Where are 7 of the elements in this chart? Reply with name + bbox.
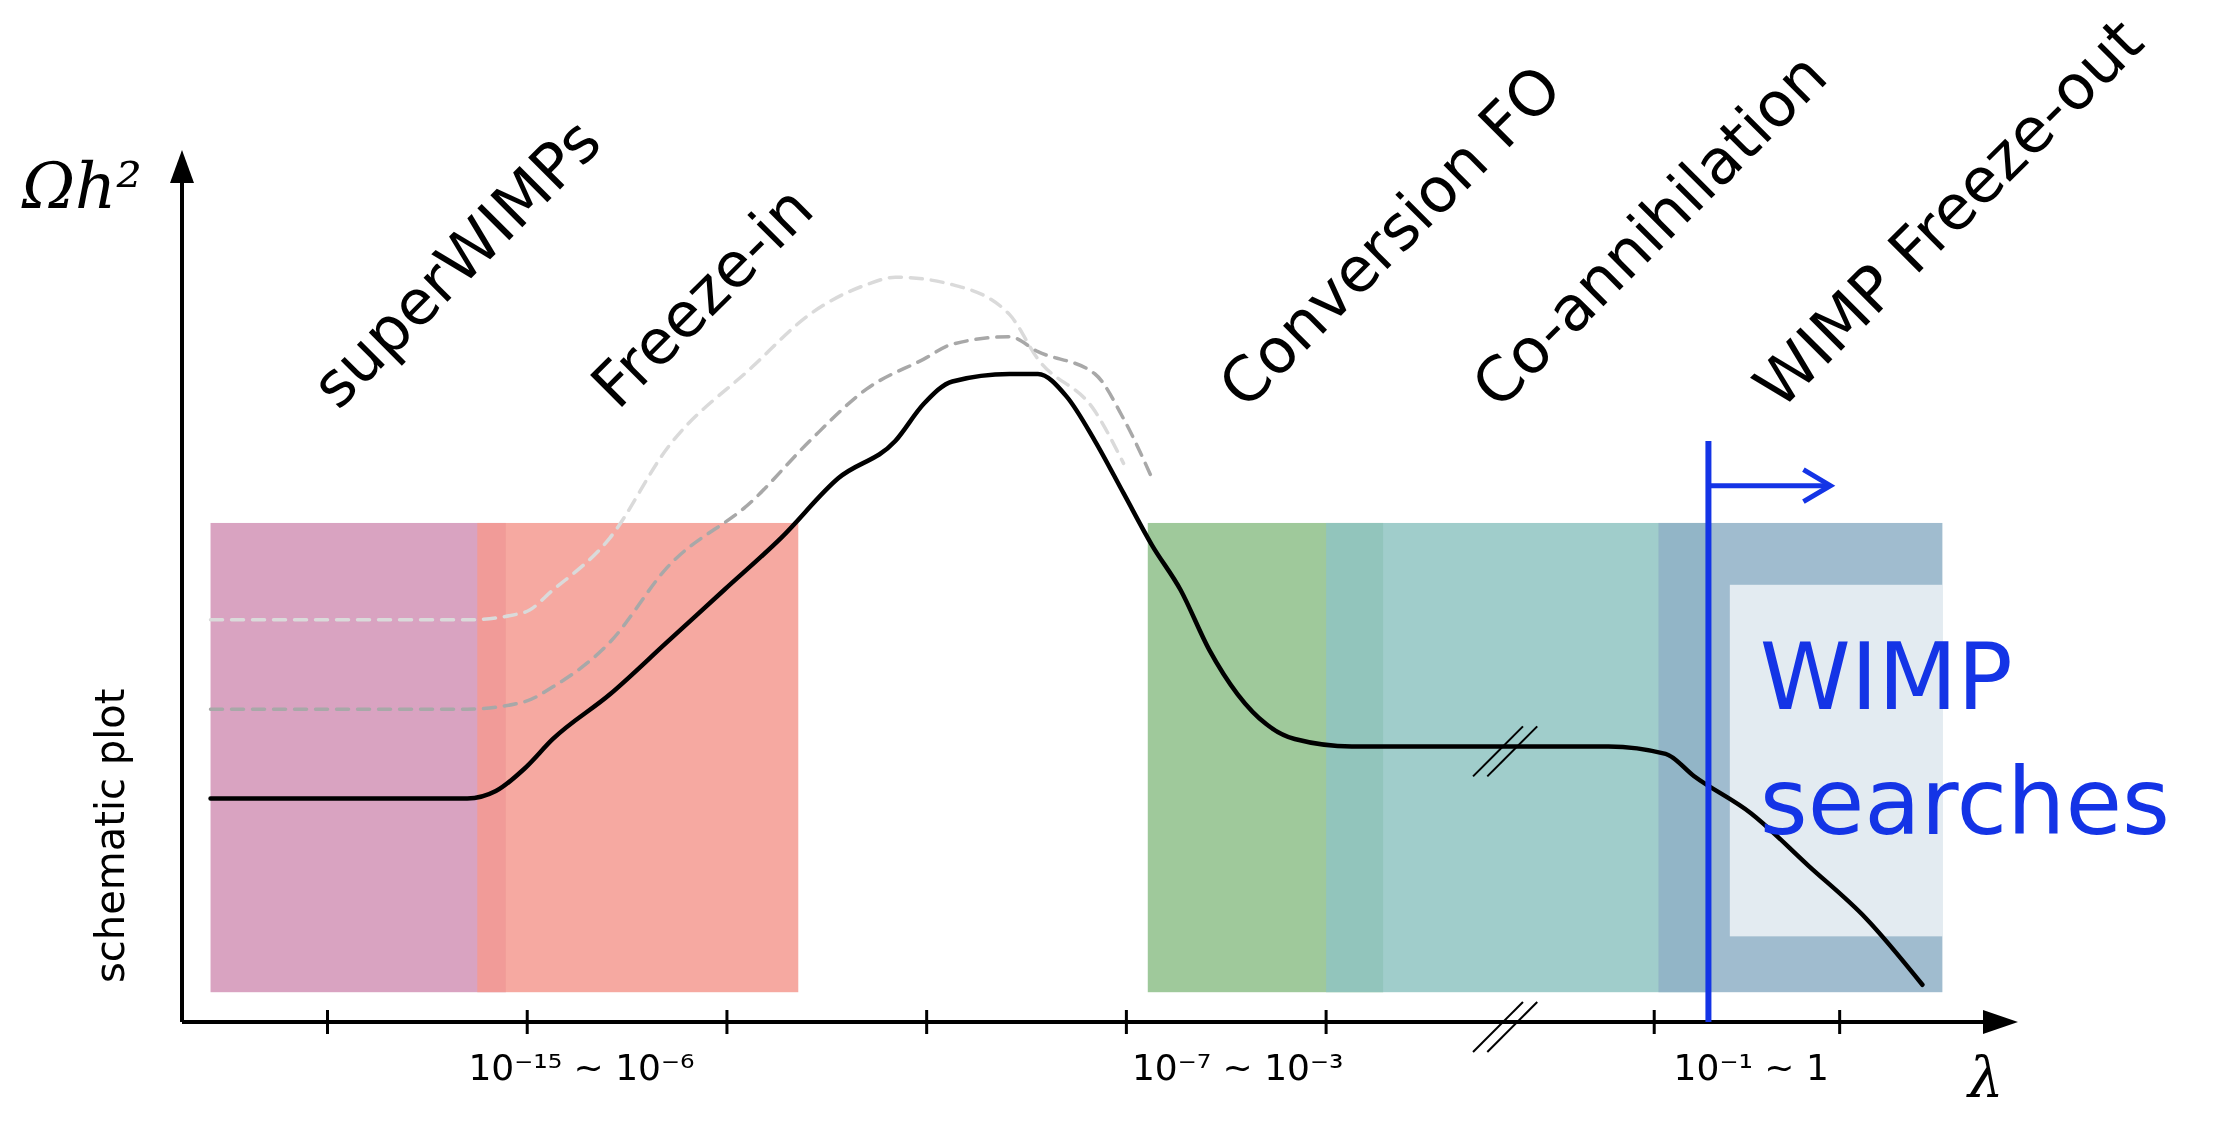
text: schematic plot: [87, 688, 133, 984]
x-tick-label: 10⁻¹ ~ 1: [1673, 1047, 1829, 1088]
x-tick-label: 10⁻¹⁵ ~ 10⁻⁶: [468, 1047, 695, 1088]
x-tick-label: 10⁻⁷ ~ 10⁻³: [1131, 1047, 1344, 1088]
x-axis-title: λ: [1966, 1045, 2004, 1110]
y-axis-title: Ωh²: [21, 149, 142, 223]
annotation: WIMP searches: [1759, 624, 2170, 857]
